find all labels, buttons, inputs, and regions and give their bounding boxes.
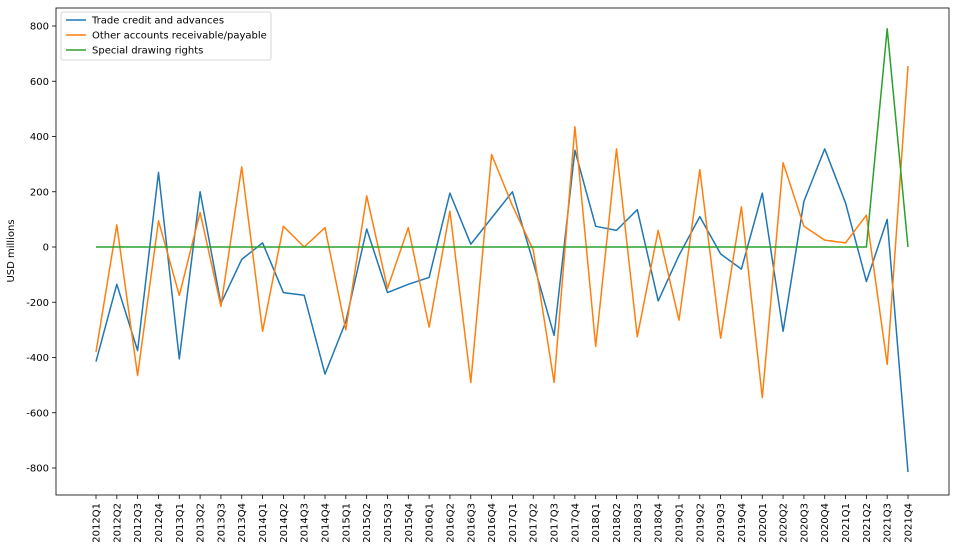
x-tick-label: 2012Q2 bbox=[112, 503, 123, 543]
x-axis: 2012Q1 2012Q2 2012Q3 2012Q4 2013Q1 2013Q2 2013… bbox=[92, 495, 915, 543]
x-tick-label: 2021Q4 bbox=[904, 503, 915, 543]
x-tick-label: 2018Q1 bbox=[591, 503, 602, 543]
x-tick-label: 2016Q4 bbox=[487, 503, 498, 543]
x-tick-label: 2017Q1 bbox=[508, 503, 519, 543]
legend-box bbox=[60, 11, 272, 61]
x-tick-label: 2018Q4 bbox=[654, 503, 665, 543]
legend: Trade credit and advances Other accounts … bbox=[60, 11, 272, 61]
y-tick-label: 0 bbox=[43, 243, 49, 254]
x-tick-label: 2016Q1 bbox=[425, 503, 436, 543]
series-line-2 bbox=[95, 66, 909, 399]
x-tick-label: 2013Q2 bbox=[196, 503, 207, 543]
x-tick-label: 2014Q2 bbox=[279, 503, 290, 543]
x-tick-label: 2018Q2 bbox=[612, 503, 623, 543]
y-tick-label: 800 bbox=[30, 22, 49, 33]
y-tick-label: -800 bbox=[26, 464, 49, 475]
x-tick-label: 2015Q1 bbox=[341, 503, 352, 543]
legend-label: Other accounts receivable/payable bbox=[92, 31, 267, 42]
y-tick-label: -200 bbox=[26, 298, 49, 309]
x-tick-label: 2020Q3 bbox=[799, 503, 810, 543]
x-tick-label: 2014Q3 bbox=[300, 503, 311, 543]
x-tick-label: 2017Q4 bbox=[570, 503, 581, 543]
x-tick-label: 2021Q1 bbox=[841, 503, 852, 543]
y-tick-label: -400 bbox=[26, 353, 49, 364]
y-tick-label: 400 bbox=[30, 132, 49, 143]
y-axis-label: USD millions bbox=[6, 219, 17, 282]
legend-label: Special drawing rights bbox=[92, 46, 203, 57]
legend-label: Trade credit and advances bbox=[91, 16, 224, 27]
x-tick-label: 2015Q3 bbox=[383, 503, 394, 543]
x-tick-label: 2016Q3 bbox=[466, 503, 477, 543]
x-tick-label: 2017Q3 bbox=[550, 503, 561, 543]
x-tick-label: 2012Q1 bbox=[92, 503, 103, 543]
x-tick-label: 2021Q2 bbox=[862, 503, 873, 543]
series-line-1 bbox=[95, 148, 909, 473]
x-tick-label: 2020Q4 bbox=[820, 503, 831, 543]
x-tick-label: 2019Q3 bbox=[716, 503, 727, 543]
x-tick-label: 2012Q4 bbox=[154, 503, 165, 543]
x-tick-label: 2020Q1 bbox=[758, 503, 769, 543]
x-tick-label: 2015Q2 bbox=[362, 503, 373, 543]
y-tick-label: 600 bbox=[30, 77, 49, 88]
y-tick-label: 200 bbox=[30, 187, 49, 198]
series-line-3 bbox=[96, 28, 909, 248]
x-tick-label: 2018Q3 bbox=[633, 503, 644, 543]
x-tick-label: 2013Q1 bbox=[175, 503, 186, 543]
x-tick-label: 2012Q3 bbox=[133, 503, 144, 543]
x-tick-label: 2021Q3 bbox=[883, 503, 894, 543]
plot-frame bbox=[55, 7, 950, 496]
x-tick-label: 2014Q1 bbox=[258, 503, 269, 543]
x-tick-label: 2015Q4 bbox=[404, 503, 415, 543]
x-tick-label: 2014Q4 bbox=[321, 503, 332, 543]
x-tick-label: 2013Q4 bbox=[237, 503, 248, 543]
y-tick-label: -600 bbox=[26, 408, 49, 419]
x-tick-label: 2013Q3 bbox=[216, 503, 227, 543]
x-tick-label: 2017Q2 bbox=[529, 503, 540, 543]
x-tick-label: 2019Q1 bbox=[674, 503, 685, 543]
x-tick-label: 2016Q2 bbox=[445, 503, 456, 543]
y-axis: -800 -600 -400 -200 0 200 400 600 800 bbox=[26, 22, 56, 475]
series-layer bbox=[95, 28, 909, 473]
x-tick-label: 2019Q4 bbox=[737, 503, 748, 543]
x-tick-label: 2019Q2 bbox=[695, 503, 706, 543]
x-tick-label: 2020Q2 bbox=[779, 503, 790, 543]
